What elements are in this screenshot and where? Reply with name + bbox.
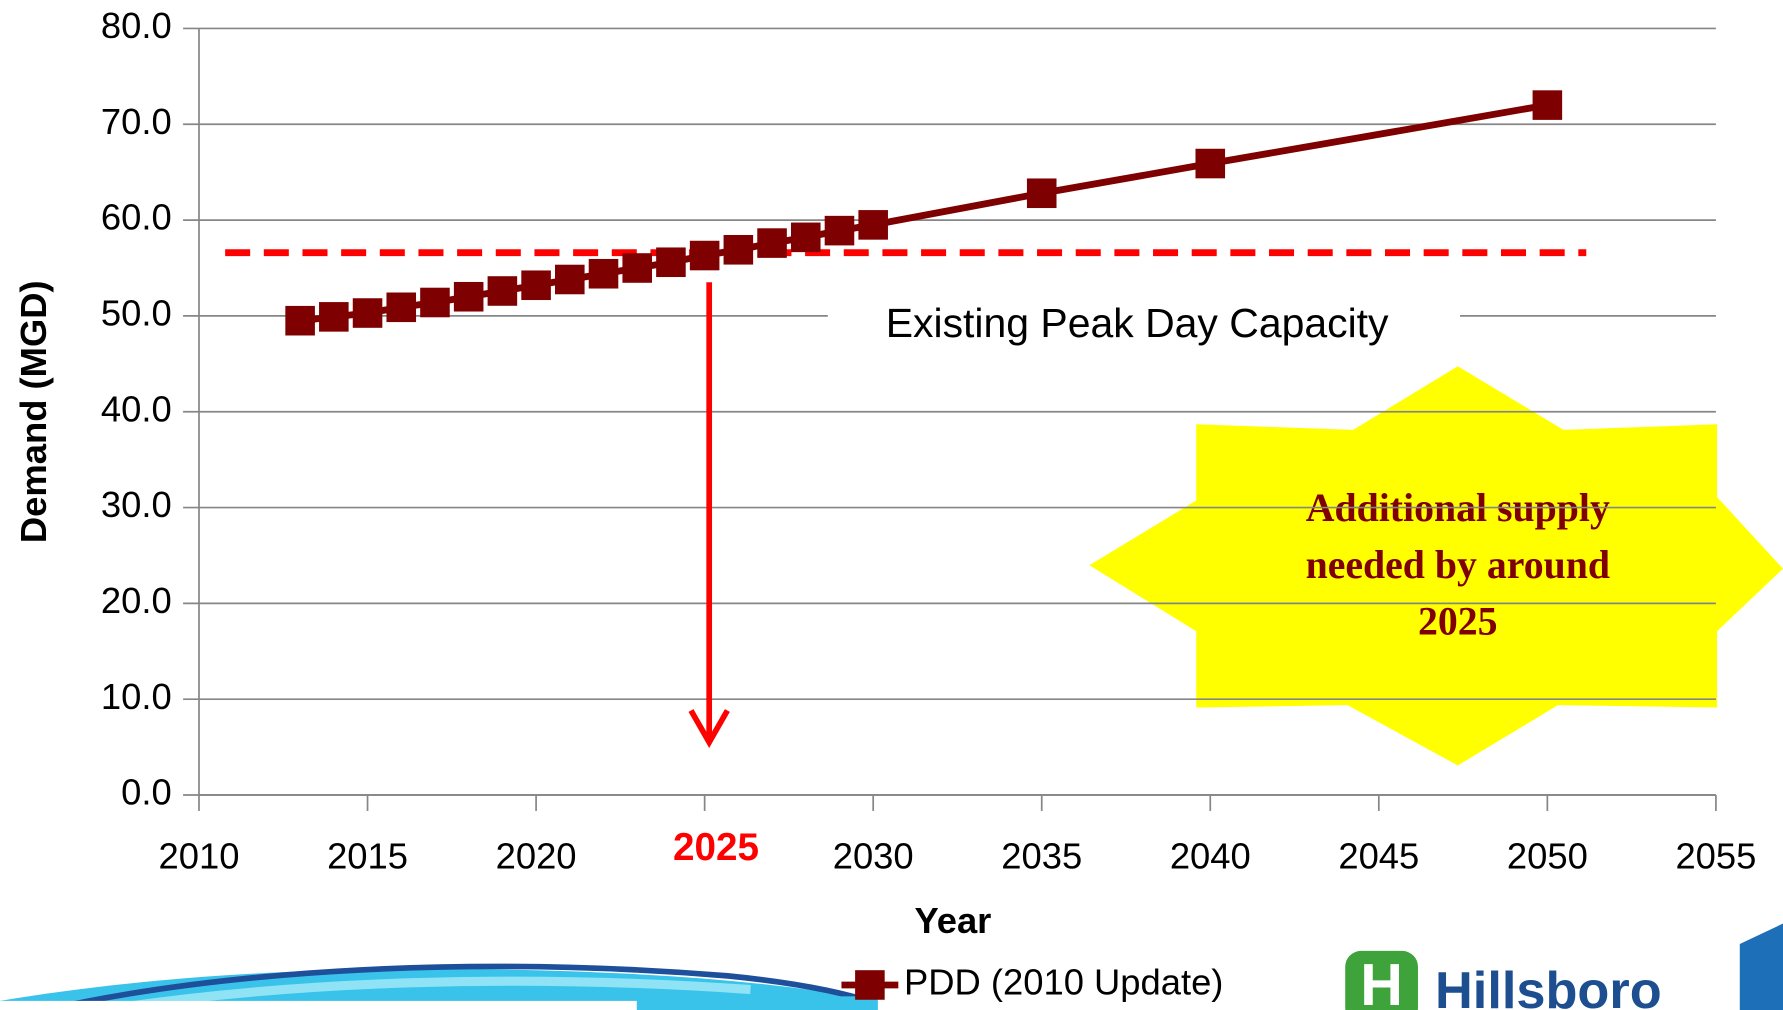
series-marker [386,292,416,322]
y-tick-label: 30.0 [101,484,172,525]
series-marker [1195,149,1225,179]
series-marker [825,216,855,246]
y-tick-label: 0.0 [121,772,172,813]
series-marker [589,259,619,289]
logo-decoration [1740,924,1783,1010]
series-marker [420,288,450,318]
x-tick-label: 2045 [1338,835,1419,876]
x-axis-label: Year [914,900,991,941]
x-tick-label: 2015 [327,835,408,876]
y-tick-label: 10.0 [101,676,172,717]
series-marker [1533,90,1563,120]
x-tick-label: 2035 [1001,835,1082,876]
x-tick-label: 2010 [159,835,240,876]
y-tick-label: 40.0 [101,388,172,429]
series-marker [690,241,720,271]
series-marker [555,265,585,295]
x-tick-label: 2020 [496,835,577,876]
y-axis-label: Demand (MGD) [13,280,54,543]
series-marker [454,282,484,312]
series-marker [353,298,383,328]
x-tick-label: 2025 [673,826,759,869]
series-marker [521,270,551,300]
x-tick-label: 2055 [1675,835,1756,876]
x-tick-label: 2030 [833,835,914,876]
series-marker [1027,178,1057,208]
series-marker [319,302,349,332]
logo-icon-letter: H [1360,951,1403,1010]
series-marker [724,235,754,265]
series-marker [791,223,821,253]
y-tick-label: 50.0 [101,293,172,334]
reference-label: Existing Peak Day Capacity [886,300,1389,346]
logo-text: Hillsboro [1435,962,1662,1010]
series-marker [488,276,518,306]
page: {"chart_data": { "type": "line", "x_labe… [0,0,1783,1010]
y-tick-label: 80.0 [101,5,172,46]
callout-text: 2025 [1418,600,1498,644]
y-tick-label: 60.0 [101,197,172,238]
series-line [300,105,1547,321]
series-marker [622,253,652,283]
series-marker [858,210,888,240]
y-tick-label: 70.0 [101,101,172,142]
x-tick-label: 2050 [1507,835,1588,876]
series-marker [285,306,315,336]
wave-decoration [650,996,877,1010]
legend-marker [855,970,885,1000]
series-marker [656,247,686,277]
x-tick-label: 2040 [1170,835,1251,876]
legend-label: PDD (2010 Update) [904,962,1223,1003]
y-tick-label: 20.0 [101,580,172,621]
callout-text: needed by around [1306,543,1610,587]
series-marker [757,228,787,258]
chart: H Hillsboro Additional supplyneeded by a… [0,0,1783,1010]
wave-decoration [0,1001,637,1010]
